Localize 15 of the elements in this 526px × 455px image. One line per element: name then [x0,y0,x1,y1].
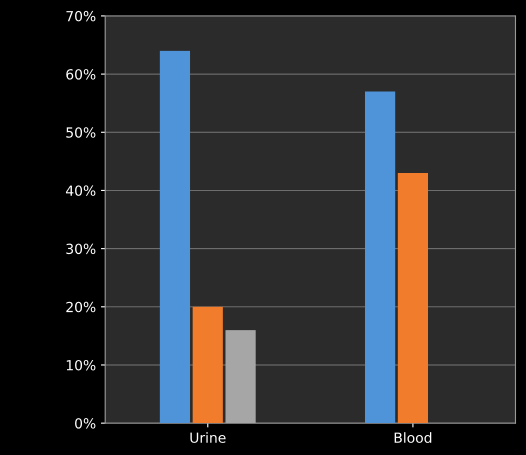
y-tick-label: 50% [66,127,96,138]
y-tick-label: 10% [66,360,96,370]
y-tick-label: 20% [66,302,96,312]
y-tick-label: 30% [66,244,96,254]
bar [225,330,256,424]
x-tick-label: Blood [394,432,432,443]
bar [364,92,396,424]
bar [160,50,190,424]
x-tick-label: Urine [190,432,226,443]
y-tick-label: 70% [66,10,96,22]
bar [398,172,428,424]
y-tick-label: 0% [75,418,96,429]
y-tick-label: 40% [66,185,96,196]
bar [192,306,223,424]
y-tick-label: 60% [66,69,96,80]
